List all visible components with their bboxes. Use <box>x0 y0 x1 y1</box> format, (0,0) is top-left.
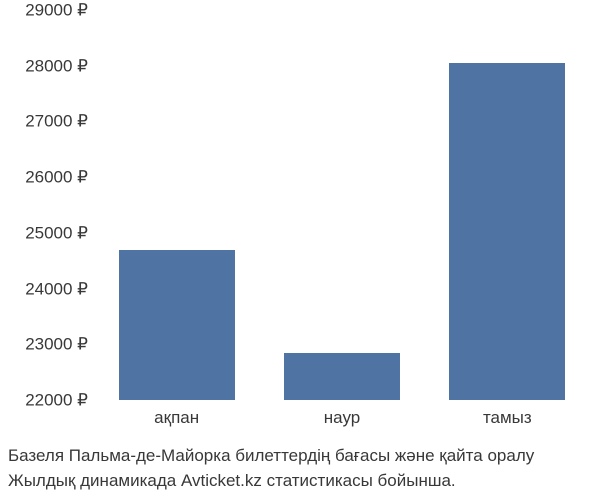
caption-line-2: Жылдық динамикада Avticket.kz статистика… <box>8 469 534 494</box>
bar <box>449 63 565 400</box>
plot-area <box>94 10 590 400</box>
y-tick-label: 25000 ₽ <box>0 224 88 241</box>
y-tick-label: 22000 ₽ <box>0 392 88 409</box>
y-tick-label: 28000 ₽ <box>0 57 88 74</box>
x-tick-label: тамыз <box>483 408 532 428</box>
y-tick-label: 24000 ₽ <box>0 280 88 297</box>
bar <box>119 250 235 400</box>
y-tick-label: 29000 ₽ <box>0 2 88 19</box>
y-tick-label: 26000 ₽ <box>0 169 88 186</box>
y-tick-label: 27000 ₽ <box>0 113 88 130</box>
y-tick-label: 23000 ₽ <box>0 336 88 353</box>
bar <box>284 353 400 400</box>
caption-line-1: Базеля Пальма-де-Майорка билеттердің бағ… <box>8 444 534 469</box>
x-tick-label: наур <box>324 408 360 428</box>
chart-caption: Базеля Пальма-де-Майорка билеттердің бағ… <box>8 444 534 493</box>
price-chart: Базеля Пальма-де-Майорка билеттердің бағ… <box>0 0 600 500</box>
x-tick-label: ақпан <box>154 408 199 428</box>
